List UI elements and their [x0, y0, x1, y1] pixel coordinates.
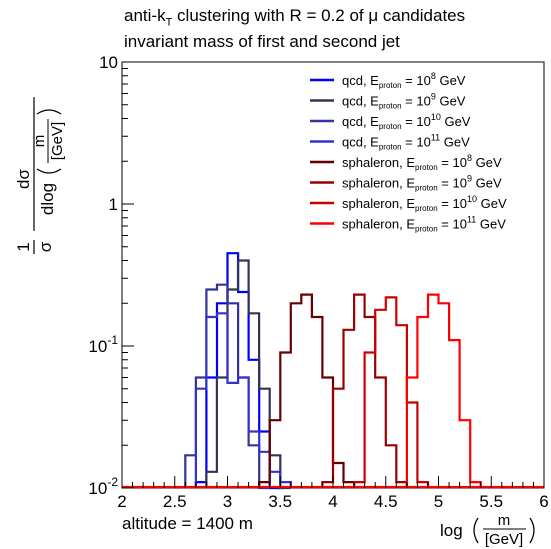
series-histogram-1: [194, 252, 281, 490]
legend-entry-6: sphaleron, Eproton = 109 GeV: [342, 174, 502, 193]
legend-entry-4: qcd, Eproton = 1011 GeV: [342, 133, 470, 152]
svg-text:dσ: dσ: [14, 169, 33, 189]
svg-text:m: m: [498, 512, 511, 529]
y-tick-label: 10-2: [88, 475, 118, 498]
legend-entry-7: sphaleron, Eproton = 1010 GeV: [342, 194, 507, 213]
x-tick-label: 2.5: [163, 492, 187, 511]
x-tick-label: 4.5: [374, 492, 398, 511]
series-histogram-6: [321, 293, 408, 488]
x-tick-label: 3: [223, 492, 232, 511]
altitude-annotation: altitude = 1400 m: [122, 514, 253, 533]
y-tick-label: 10-1: [88, 333, 118, 356]
x-tick-label: 3.5: [268, 492, 292, 511]
svg-text:log: log: [440, 521, 463, 540]
x-tick-label: 4: [328, 492, 337, 511]
svg-text:[GeV]: [GeV]: [49, 122, 66, 160]
series-histogram-4: [194, 312, 292, 488]
y-axis-label: 1 σ dσ dlog m [GeV]: [14, 97, 66, 254]
legend-entry-3: qcd, Eproton = 1010 GeV: [342, 112, 471, 131]
x-axis-label: log m [GeV]: [440, 512, 535, 548]
legend-entry-2: qcd, Eproton = 109 GeV: [342, 92, 466, 111]
series-histogram-2: [205, 259, 291, 490]
svg-text:dlog: dlog: [38, 183, 57, 215]
svg-text:1: 1: [14, 242, 33, 251]
y-tick-label: 1: [109, 195, 118, 214]
series-histogram-8: [405, 293, 482, 488]
series-histogram-5: [258, 293, 356, 488]
legend-entry-1: qcd, Eproton = 108 GeV: [342, 71, 466, 90]
svg-text:[GeV]: [GeV]: [485, 531, 523, 548]
svg-text:σ: σ: [36, 241, 55, 252]
legend-entry-8: sphaleron, Eproton = 1011 GeV: [342, 215, 506, 234]
x-tick-label: 5.5: [479, 492, 503, 511]
x-tick-label: 5: [434, 492, 443, 511]
x-tick-label: 2: [117, 492, 126, 511]
chart-title-line2: invariant mass of first and second jet: [124, 32, 400, 51]
y-tick-label: 10: [99, 53, 118, 72]
x-tick-label: 6: [539, 492, 548, 511]
chart-title-line1: anti-kT clustering with R = 0.2 of μ can…: [124, 6, 466, 29]
svg-text:m: m: [31, 135, 48, 148]
legend-entry-5: sphaleron, Eproton = 108 GeV: [342, 153, 502, 172]
series-histogram-7: [353, 296, 430, 488]
